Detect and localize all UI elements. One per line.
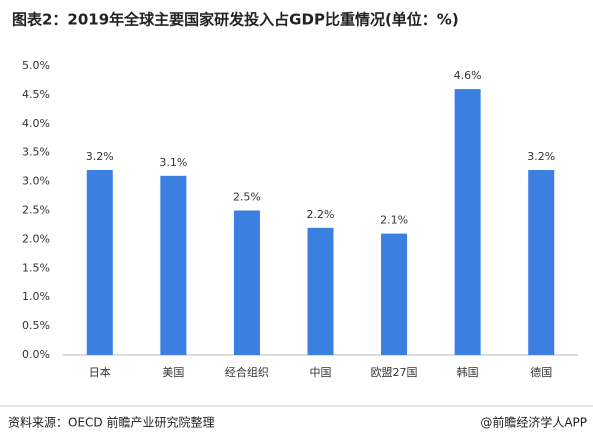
value-label: 2.1% xyxy=(380,214,408,227)
value-label: 3.1% xyxy=(159,156,187,169)
x-tick-label: 德国 xyxy=(530,365,552,379)
value-label: 2.2% xyxy=(307,208,335,221)
value-label: 2.5% xyxy=(233,191,261,204)
value-label: 4.6% xyxy=(454,69,482,82)
bar xyxy=(233,210,260,355)
y-tick-label: 4.5% xyxy=(22,88,50,101)
y-tick-label: 4.0% xyxy=(22,117,50,130)
bar xyxy=(160,175,187,355)
bar xyxy=(86,170,113,355)
x-tick-label: 中国 xyxy=(310,366,332,379)
y-tick-label: 2.5% xyxy=(22,204,50,217)
y-tick-label: 1.5% xyxy=(22,261,50,274)
value-label: 3.2% xyxy=(86,150,114,163)
value-label: 3.2% xyxy=(527,150,555,163)
bar xyxy=(528,170,555,355)
y-tick-label: 5.0% xyxy=(22,59,50,72)
bar xyxy=(307,227,334,355)
y-tick-label: 0.0% xyxy=(22,348,50,361)
bar xyxy=(381,233,408,355)
y-tick-label: 1.0% xyxy=(22,290,50,303)
x-tick-label: 美国 xyxy=(162,366,184,379)
x-tick-label: 经合组织 xyxy=(225,365,269,379)
y-tick-label: 2.0% xyxy=(22,232,50,245)
y-tick-label: 0.5% xyxy=(22,319,50,332)
credit: @前瞻经济学人APP xyxy=(480,415,587,430)
y-tick-label: 3.5% xyxy=(22,146,50,159)
y-tick-label: 3.0% xyxy=(22,175,50,188)
x-tick-label: 欧盟27国 xyxy=(371,366,418,379)
chart-title: 图表2：2019年全球主要国家研发投入占GDP比重情况(单位：%) xyxy=(12,11,459,29)
x-tick-label: 日本 xyxy=(89,365,111,379)
source: 资料来源：OECD 前瞻产业研究院整理 xyxy=(8,415,214,430)
x-tick-label: 韩国 xyxy=(457,365,479,379)
bar xyxy=(454,89,481,356)
